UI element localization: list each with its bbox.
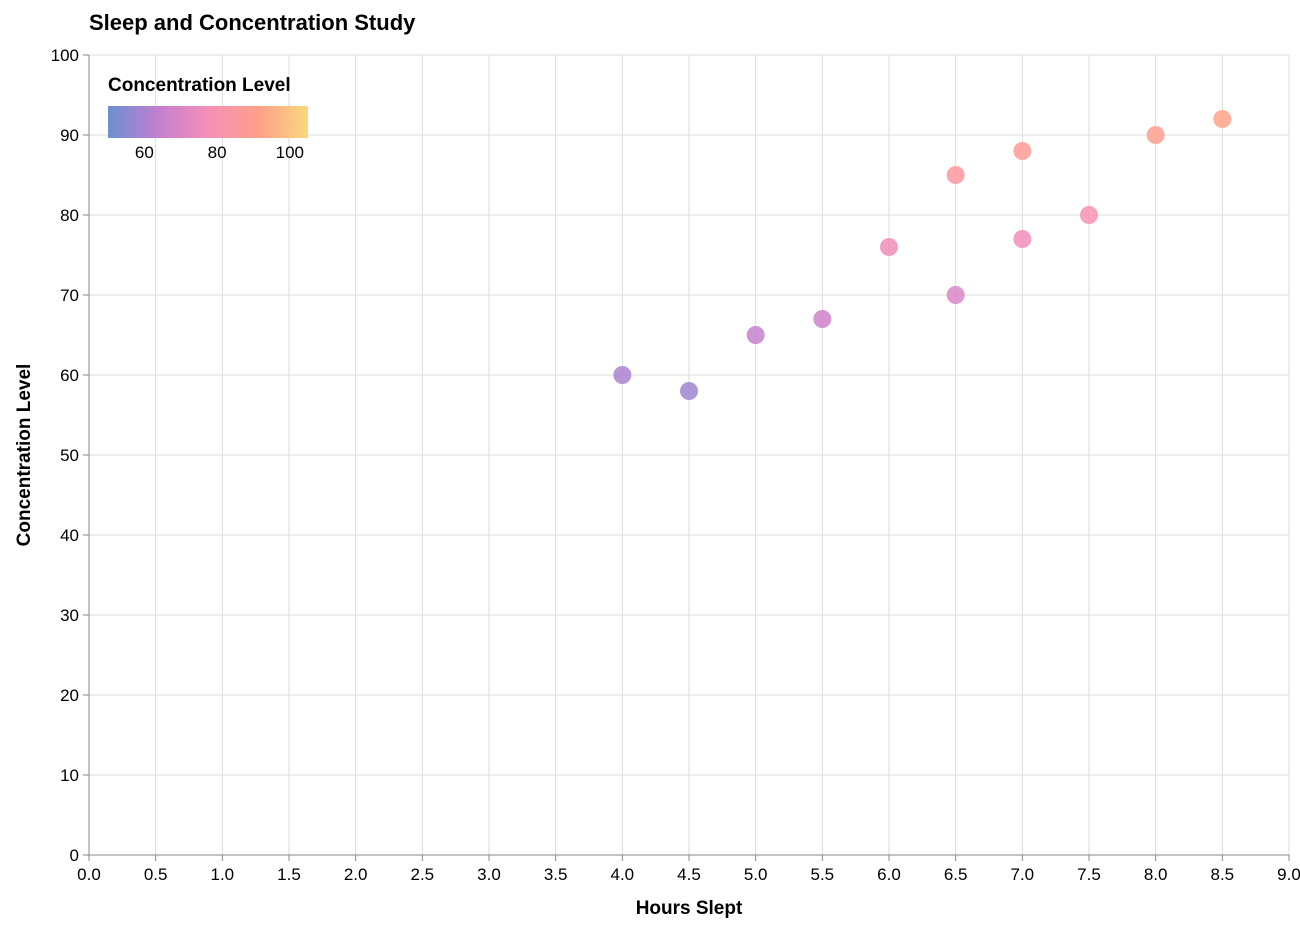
x-tick-label: 6.0 (877, 865, 901, 884)
x-tick-label: 5.5 (811, 865, 835, 884)
legend-label: 100 (276, 143, 304, 162)
legend-gradient-bar (108, 106, 308, 138)
scatter-point[interactable] (613, 366, 632, 384)
x-tick-label: 6.5 (944, 865, 968, 884)
scatter-point[interactable] (880, 238, 898, 256)
y-axis-title: Concentration Level (14, 364, 35, 547)
x-tick-label: 2.0 (344, 865, 368, 884)
axes: 0.0 0.5 1.0 1.5 2.0 2.5 3.0 3.5 4.0 4.5 5.0 5.5 6.0 6… (51, 46, 1300, 884)
x-axis-title: Hours Slept (636, 898, 743, 919)
x-tick-label: 4.5 (677, 865, 701, 884)
x-tick-label: 1.0 (211, 865, 235, 884)
legend-label: 60 (135, 143, 154, 162)
y-tick-label: 70 (60, 286, 79, 305)
x-tick-label: 8.0 (1144, 865, 1168, 884)
y-tick-label: 0 (70, 846, 79, 865)
x-tick-label: 7.5 (1077, 865, 1101, 884)
x-tick-label: 7.0 (1011, 865, 1035, 884)
scatter-point[interactable] (813, 310, 832, 328)
y-tick-label: 10 (60, 766, 79, 785)
scatter-point[interactable] (946, 166, 965, 184)
chart-title: Sleep and Concentration Study (89, 10, 416, 35)
x-tick-label: 8.5 (1211, 865, 1235, 884)
legend-title: Concentration Level (108, 75, 291, 96)
x-tick-label: 3.0 (477, 865, 501, 884)
scatter-point[interactable] (1013, 230, 1032, 248)
color-legend: Concentration Level 60 80 100 (108, 75, 308, 162)
scatter-point[interactable] (946, 286, 965, 304)
scatter-point[interactable] (1013, 142, 1032, 160)
y-tick-label: 40 (60, 526, 79, 545)
scatter-point[interactable] (746, 326, 765, 344)
y-tick-label: 20 (60, 686, 79, 705)
y-tick-label: 90 (60, 126, 79, 145)
y-tick-label: 80 (60, 206, 79, 225)
y-tick-label: 60 (60, 366, 79, 385)
legend-labels: 60 80 100 (135, 143, 304, 162)
y-tick-label: 100 (51, 46, 79, 65)
scatter-point[interactable] (680, 382, 698, 400)
y-tick-label: 30 (60, 606, 79, 625)
legend-label: 80 (208, 143, 227, 162)
x-tick-label: 1.5 (277, 865, 301, 884)
grid (88, 54, 1290, 856)
x-tick-label: 2.5 (411, 865, 435, 884)
x-tick-label: 3.5 (544, 865, 568, 884)
y-tick-label: 50 (60, 446, 79, 465)
scatter-point[interactable] (1146, 126, 1165, 144)
scatter-point[interactable] (1213, 110, 1232, 128)
x-tick-label: 9.0 (1277, 865, 1300, 884)
x-tick-label: 4.0 (611, 865, 635, 884)
x-tick-label: 0.5 (144, 865, 168, 884)
x-tick-label: 5.0 (744, 865, 768, 884)
x-tick-label: 0.0 (77, 865, 101, 884)
scatter-point[interactable] (1080, 206, 1098, 224)
data-points (613, 110, 1232, 400)
